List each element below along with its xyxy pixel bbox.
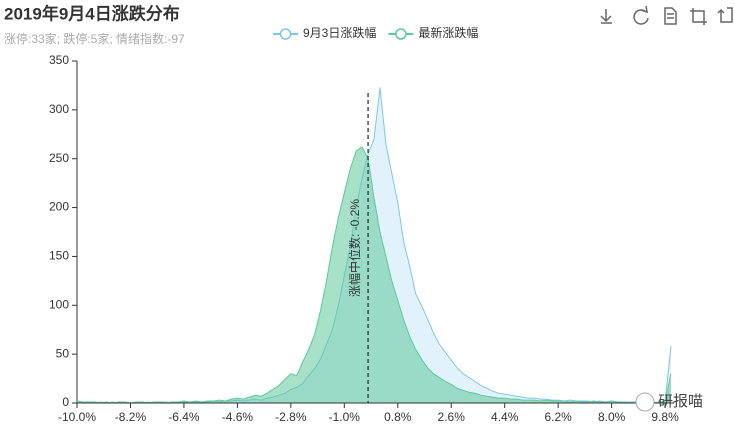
data-view-icon[interactable] xyxy=(664,7,677,25)
legend-marker xyxy=(395,28,407,40)
x-tick-label: -4.6% xyxy=(222,410,254,424)
legend-marker xyxy=(279,28,292,40)
x-tick-label: -2.8% xyxy=(275,410,307,424)
y-tick-label: 150 xyxy=(49,249,69,263)
x-tick-label: 8.0% xyxy=(598,410,626,424)
legend: 9月3日涨跌幅 最新涨跌幅 xyxy=(273,25,478,40)
legend-item[interactable]: 9月3日涨跌幅 xyxy=(273,25,376,40)
legend-item[interactable]: 最新涨跌幅 xyxy=(388,25,478,40)
x-tick-label: 2.6% xyxy=(438,410,466,424)
x-tick-label: 0.8% xyxy=(384,410,412,424)
area-fill xyxy=(77,147,671,403)
save-icon[interactable] xyxy=(600,9,612,24)
plot-area: 0 50 100 150 200 250 300 350 -10.0% -8.2% -6.4% -4.… xyxy=(49,53,679,424)
x-tick-label: -6.4% xyxy=(168,410,200,424)
x-tick-label: 9.8% xyxy=(651,410,679,424)
back-icon[interactable] xyxy=(717,7,733,23)
x-tick-label: -1.0% xyxy=(329,410,361,424)
y-tick-label: 250 xyxy=(49,151,69,165)
x-tick-label: -8.2% xyxy=(115,410,147,424)
y-tick-label: 100 xyxy=(49,297,69,311)
watermark-icon xyxy=(635,392,655,412)
watermark-text: 研报喵 xyxy=(658,393,703,410)
x-tick-label: 4.4% xyxy=(491,410,519,424)
legend-label: 9月3日涨跌幅 xyxy=(303,25,376,40)
zoom-icon[interactable] xyxy=(690,8,707,25)
x-tick-label: 6.2% xyxy=(544,410,572,424)
chart-subtitle: 涨停:33家; 跌停:5家; 情绪指数:-97 xyxy=(4,31,185,46)
y-tick-label: 350 xyxy=(49,53,69,67)
toolbox[interactable] xyxy=(600,5,733,25)
chart-title: 2019年9月4日涨跌分布 xyxy=(4,3,180,23)
median-label: 涨幅中位数: -0.2% xyxy=(347,199,362,297)
legend-label: 最新涨跌幅 xyxy=(418,25,478,40)
x-tick-label: -10.0% xyxy=(58,410,96,424)
area-line xyxy=(76,146,672,404)
watermark: 研报喵 xyxy=(635,392,703,412)
y-tick-label: 200 xyxy=(49,200,69,214)
y-tick-label: 0 xyxy=(62,395,69,409)
restore-icon[interactable] xyxy=(633,5,649,25)
y-tick-label: 300 xyxy=(49,102,69,116)
y-tick-label: 50 xyxy=(56,346,70,360)
